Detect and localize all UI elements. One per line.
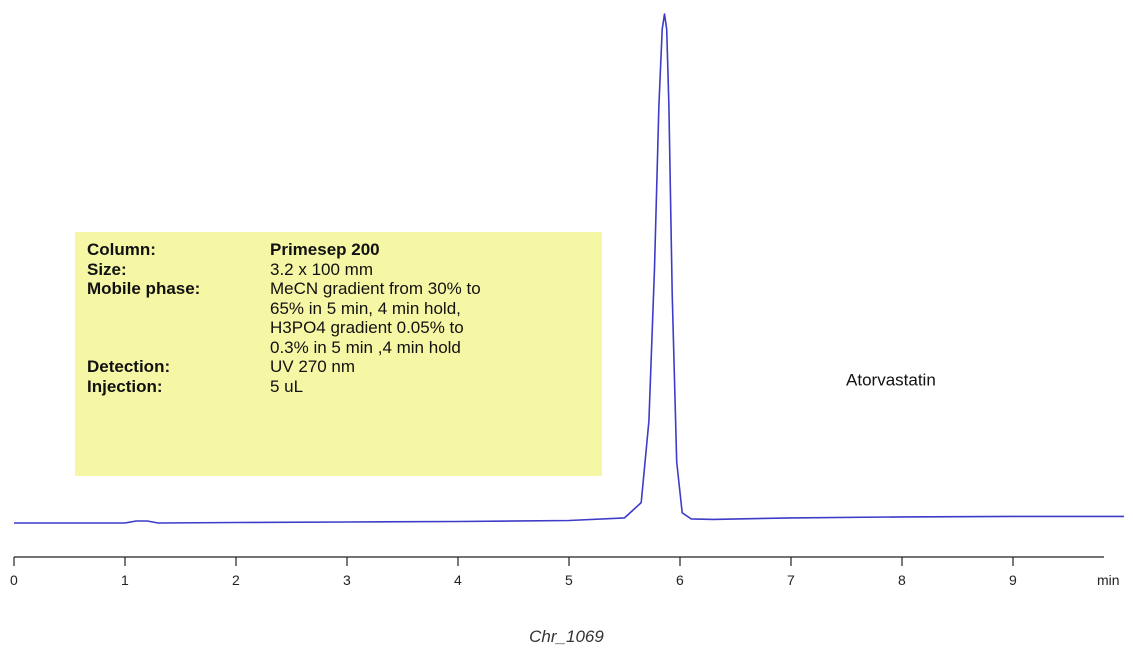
method-info-box: Column: Primesep 200 Size: 3.2 x 100 mm Mobi… — [75, 232, 602, 476]
info-key: Detection: — [87, 357, 171, 376]
info-value: 3.2 x 100 mm — [270, 259, 373, 279]
info-row: Size: 3.2 x 100 mm — [87, 260, 602, 280]
x-tick-label: 0 — [10, 572, 18, 588]
info-row: Detection: UV 270 nm — [87, 357, 602, 377]
info-value: UV 270 nm — [270, 357, 356, 376]
x-tick-label: 7 — [787, 572, 795, 588]
x-tick-label: 3 — [343, 572, 351, 588]
x-tick-label: 1 — [121, 572, 129, 588]
x-tick-label: 9 — [1009, 572, 1017, 588]
info-key: Mobile phase: — [87, 279, 201, 298]
info-key: Injection: — [87, 376, 163, 396]
info-row: Injection: 5 uL — [87, 377, 602, 397]
x-tick-label: 5 — [565, 572, 573, 588]
x-axis-label: min — [1097, 572, 1120, 588]
chromatogram-trace — [14, 13, 1124, 524]
x-tick-label: 8 — [898, 572, 906, 588]
info-value: Primesep 200 — [270, 240, 380, 259]
info-key: Column: — [87, 240, 156, 259]
info-value: 5 uL — [270, 376, 304, 396]
info-key: Size: — [87, 259, 127, 279]
x-tick-label: 6 — [676, 572, 684, 588]
info-row: Column: Primesep 200 — [87, 240, 602, 260]
x-tick-label: 2 — [232, 572, 240, 588]
info-row: Mobile phase: MeCN gradient from 30% to 6… — [87, 279, 602, 357]
peak-label: Atorvastatin — [846, 371, 936, 390]
chart-caption: Chr_1069 — [529, 627, 604, 646]
info-value: MeCN gradient from 30% to 65% in 5 min, … — [270, 279, 481, 357]
x-tick-label: 4 — [454, 572, 462, 588]
